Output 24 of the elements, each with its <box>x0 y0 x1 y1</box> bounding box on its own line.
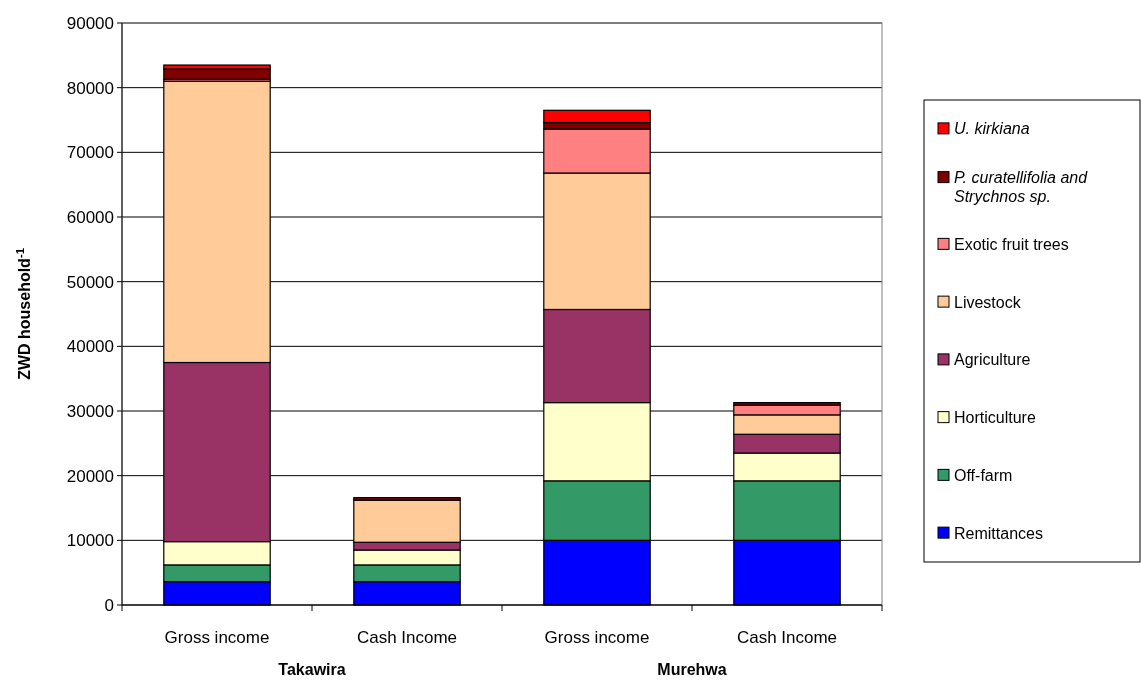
legend-label: Exotic fruit trees <box>954 235 1069 253</box>
y-tick-label: 0 <box>104 595 114 615</box>
legend-label: U. kirkiana <box>954 120 1030 138</box>
y-tick-label: 80000 <box>66 78 114 98</box>
legend-label: Horticulture <box>954 409 1036 427</box>
y-tick-label: 10000 <box>66 531 114 551</box>
text: Murehwa <box>657 661 727 678</box>
y-tick-label: 20000 <box>66 466 114 486</box>
legend-label: P. curatellifolia and Strychnos sp. <box>954 169 1089 206</box>
legend-label: Livestock <box>954 293 1022 311</box>
legend-label: Off-farm <box>954 466 1013 484</box>
x-tick-label: Cash Income <box>356 628 458 647</box>
text: Takawira <box>278 661 346 678</box>
y-tick-label: 90000 <box>66 13 114 33</box>
y-tick-label: 60000 <box>66 207 114 227</box>
y-tick-label: 70000 <box>66 143 114 163</box>
y-tick-label: 50000 <box>66 272 114 292</box>
x-tick-label: Gross income <box>164 628 270 647</box>
legend-label: Remittances <box>954 524 1043 542</box>
x-tick-label: Cash Income <box>736 628 838 647</box>
legend-label: Agriculture <box>954 351 1031 369</box>
x-tick-label: Gross income <box>544 628 650 647</box>
y-tick-label: 40000 <box>66 337 114 357</box>
y-tick-label: 30000 <box>66 401 114 421</box>
